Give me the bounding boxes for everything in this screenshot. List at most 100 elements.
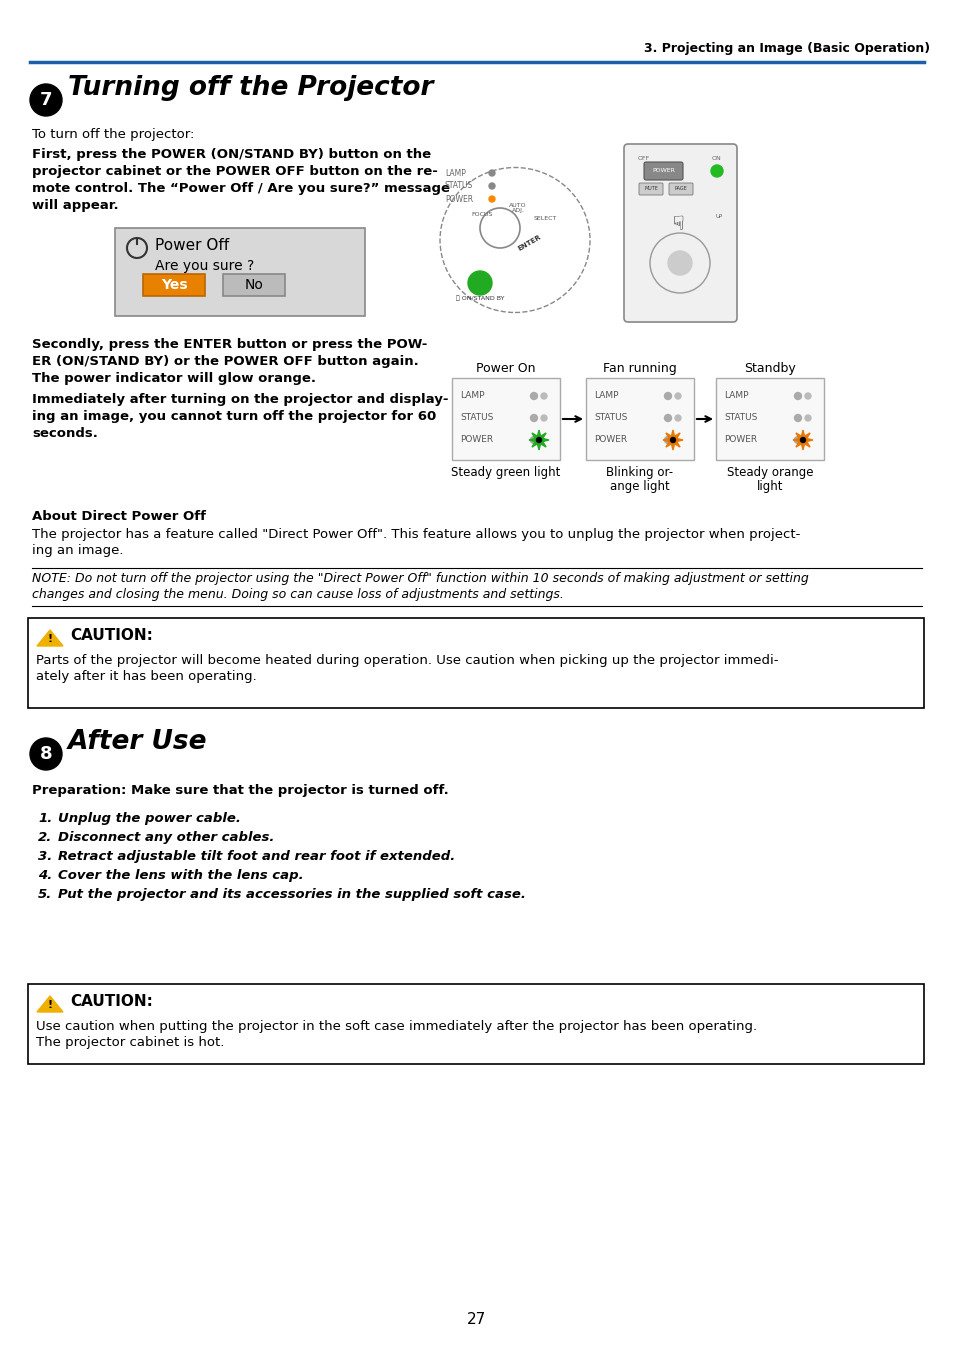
Circle shape	[710, 164, 722, 177]
Circle shape	[540, 394, 546, 399]
Text: 1.: 1.	[38, 811, 52, 825]
Circle shape	[670, 438, 675, 442]
Text: Standby: Standby	[743, 363, 795, 375]
Text: ange light: ange light	[610, 480, 669, 493]
Text: STATUS: STATUS	[444, 182, 473, 190]
Text: ER (ON/STAND BY) or the POWER OFF button again.: ER (ON/STAND BY) or the POWER OFF button…	[32, 355, 418, 368]
Text: CAUTION:: CAUTION:	[70, 628, 152, 643]
Text: STATUS: STATUS	[594, 414, 627, 422]
FancyBboxPatch shape	[716, 377, 823, 460]
Text: Unplug the power cable.: Unplug the power cable.	[58, 811, 240, 825]
Text: Steady orange: Steady orange	[726, 466, 812, 479]
Polygon shape	[37, 630, 63, 646]
Text: Are you sure ?: Are you sure ?	[154, 259, 254, 274]
Circle shape	[530, 414, 537, 422]
Text: CAUTION:: CAUTION:	[70, 993, 152, 1010]
Text: !: !	[48, 1000, 52, 1010]
Text: ing an image.: ing an image.	[32, 545, 123, 557]
Text: Yes: Yes	[160, 278, 187, 293]
Circle shape	[794, 437, 801, 443]
Text: 7: 7	[40, 92, 52, 109]
Circle shape	[489, 183, 495, 189]
Circle shape	[530, 392, 537, 399]
Polygon shape	[792, 430, 812, 450]
Text: PAGE: PAGE	[674, 186, 687, 191]
Circle shape	[664, 437, 671, 443]
Circle shape	[667, 251, 691, 275]
Text: 3.: 3.	[38, 851, 52, 863]
Text: No: No	[244, 278, 263, 293]
FancyBboxPatch shape	[28, 617, 923, 708]
Circle shape	[30, 84, 62, 116]
Circle shape	[489, 195, 495, 202]
FancyBboxPatch shape	[143, 274, 205, 297]
Text: The projector cabinet is hot.: The projector cabinet is hot.	[36, 1037, 224, 1049]
Text: Disconnect any other cables.: Disconnect any other cables.	[58, 830, 274, 844]
FancyBboxPatch shape	[668, 183, 692, 195]
Text: ately after it has been operating.: ately after it has been operating.	[36, 670, 256, 683]
FancyBboxPatch shape	[639, 183, 662, 195]
Circle shape	[794, 414, 801, 422]
Circle shape	[468, 271, 492, 295]
Text: AUTO
ADJ.: AUTO ADJ.	[509, 202, 526, 213]
Text: After Use: After Use	[68, 729, 208, 755]
Text: will appear.: will appear.	[32, 200, 118, 212]
Polygon shape	[662, 430, 682, 450]
Text: mote control. The “Power Off / Are you sure?” message: mote control. The “Power Off / Are you s…	[32, 182, 450, 195]
Circle shape	[30, 737, 62, 770]
Text: Power On: Power On	[476, 363, 536, 375]
FancyBboxPatch shape	[452, 377, 559, 460]
Text: The projector has a feature called "Direct Power Off". This feature allows you t: The projector has a feature called "Dire…	[32, 528, 800, 541]
Text: To turn off the projector:: To turn off the projector:	[32, 128, 194, 142]
Text: LAMP: LAMP	[723, 391, 748, 400]
Text: UP: UP	[715, 213, 721, 218]
Text: NOTE: Do not turn off the projector using the "Direct Power Off" function within: NOTE: Do not turn off the projector usin…	[32, 572, 808, 585]
Text: Immediately after turning on the projector and display-: Immediately after turning on the project…	[32, 394, 448, 406]
Text: STATUS: STATUS	[723, 414, 757, 422]
Circle shape	[804, 394, 810, 399]
Text: SELECT: SELECT	[533, 216, 557, 221]
Circle shape	[540, 415, 546, 421]
Text: 27: 27	[467, 1313, 486, 1328]
Circle shape	[675, 394, 680, 399]
Text: POWER: POWER	[723, 435, 757, 445]
Text: changes and closing the menu. Doing so can cause loss of adjustments and setting: changes and closing the menu. Doing so c…	[32, 588, 563, 601]
Circle shape	[664, 392, 671, 399]
Circle shape	[536, 438, 541, 442]
Text: ⏻ ON/STAND BY: ⏻ ON/STAND BY	[456, 295, 504, 301]
FancyBboxPatch shape	[223, 274, 285, 297]
Text: Fan running: Fan running	[602, 363, 677, 375]
Circle shape	[804, 415, 810, 421]
Text: Parts of the projector will become heated during operation. Use caution when pic: Parts of the projector will become heate…	[36, 654, 778, 667]
Text: 3. Projecting an Image (Basic Operation): 3. Projecting an Image (Basic Operation)	[643, 42, 929, 55]
Text: ON: ON	[711, 155, 720, 160]
Text: seconds.: seconds.	[32, 427, 98, 439]
Text: light: light	[756, 480, 782, 493]
Text: Preparation: Make sure that the projector is turned off.: Preparation: Make sure that the projecto…	[32, 785, 448, 797]
Text: POWER: POWER	[594, 435, 626, 445]
Text: Use caution when putting the projector in the soft case immediately after the pr: Use caution when putting the projector i…	[36, 1020, 757, 1033]
Text: MUTE: MUTE	[643, 186, 658, 191]
Text: LAMP: LAMP	[444, 168, 465, 178]
Text: Retract adjustable tilt foot and rear foot if extended.: Retract adjustable tilt foot and rear fo…	[58, 851, 455, 863]
FancyBboxPatch shape	[585, 377, 693, 460]
Text: ing an image, you cannot turn off the projector for 60: ing an image, you cannot turn off the pr…	[32, 410, 436, 423]
Text: ENTER: ENTER	[517, 235, 542, 252]
Text: STATUS: STATUS	[459, 414, 493, 422]
Text: LAMP: LAMP	[459, 391, 484, 400]
Text: 2.: 2.	[38, 830, 52, 844]
Circle shape	[530, 437, 537, 443]
Text: 4.: 4.	[38, 869, 52, 882]
Circle shape	[664, 414, 671, 422]
FancyBboxPatch shape	[643, 162, 682, 181]
Text: Turning off the Projector: Turning off the Projector	[68, 75, 433, 101]
Text: About Direct Power Off: About Direct Power Off	[32, 510, 206, 523]
Text: Secondly, press the ENTER button or press the POW-: Secondly, press the ENTER button or pres…	[32, 338, 427, 350]
Text: 5.: 5.	[38, 888, 52, 900]
Text: Cover the lens with the lens cap.: Cover the lens with the lens cap.	[58, 869, 303, 882]
Text: POWER: POWER	[444, 194, 473, 204]
Text: The power indicator will glow orange.: The power indicator will glow orange.	[32, 372, 315, 386]
Text: First, press the POWER (ON/STAND BY) button on the: First, press the POWER (ON/STAND BY) but…	[32, 148, 431, 160]
Circle shape	[800, 438, 804, 442]
Text: Put the projector and its accessories in the supplied soft case.: Put the projector and its accessories in…	[58, 888, 525, 900]
